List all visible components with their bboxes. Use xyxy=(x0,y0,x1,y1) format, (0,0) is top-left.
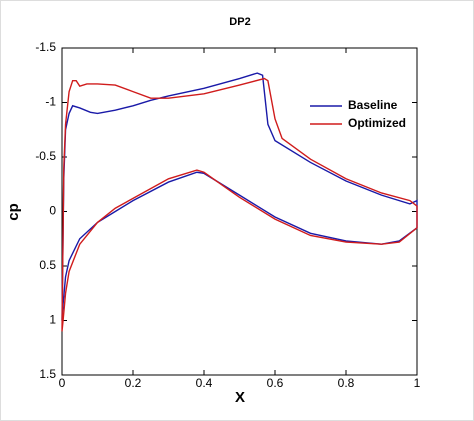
legend-label: Baseline xyxy=(348,98,398,112)
x-tick-label: 0.6 xyxy=(267,376,284,390)
x-tick-label: 0.8 xyxy=(338,376,355,390)
x-tick-label: 0.4 xyxy=(196,376,213,390)
series-line xyxy=(61,77,418,332)
legend-label: Optimized xyxy=(348,116,406,130)
x-tick-label: 0 xyxy=(59,376,66,390)
series-line xyxy=(61,72,418,321)
y-axis-label: cp xyxy=(5,203,22,221)
x-tick-label: 0.2 xyxy=(125,376,142,390)
y-tick-label: -0.5 xyxy=(35,149,56,163)
y-tick-label: 0 xyxy=(49,204,56,218)
chart-title: DP2 xyxy=(229,16,250,28)
x-axis-label: X xyxy=(235,389,245,406)
y-tick-label: -1 xyxy=(45,95,56,109)
y-tick-label: -1.5 xyxy=(35,40,56,54)
y-tick-label: 1 xyxy=(49,313,56,327)
y-tick-label: 1.5 xyxy=(39,367,56,381)
y-tick-label: 0.5 xyxy=(39,258,56,272)
x-tick-label: 1 xyxy=(414,376,421,390)
